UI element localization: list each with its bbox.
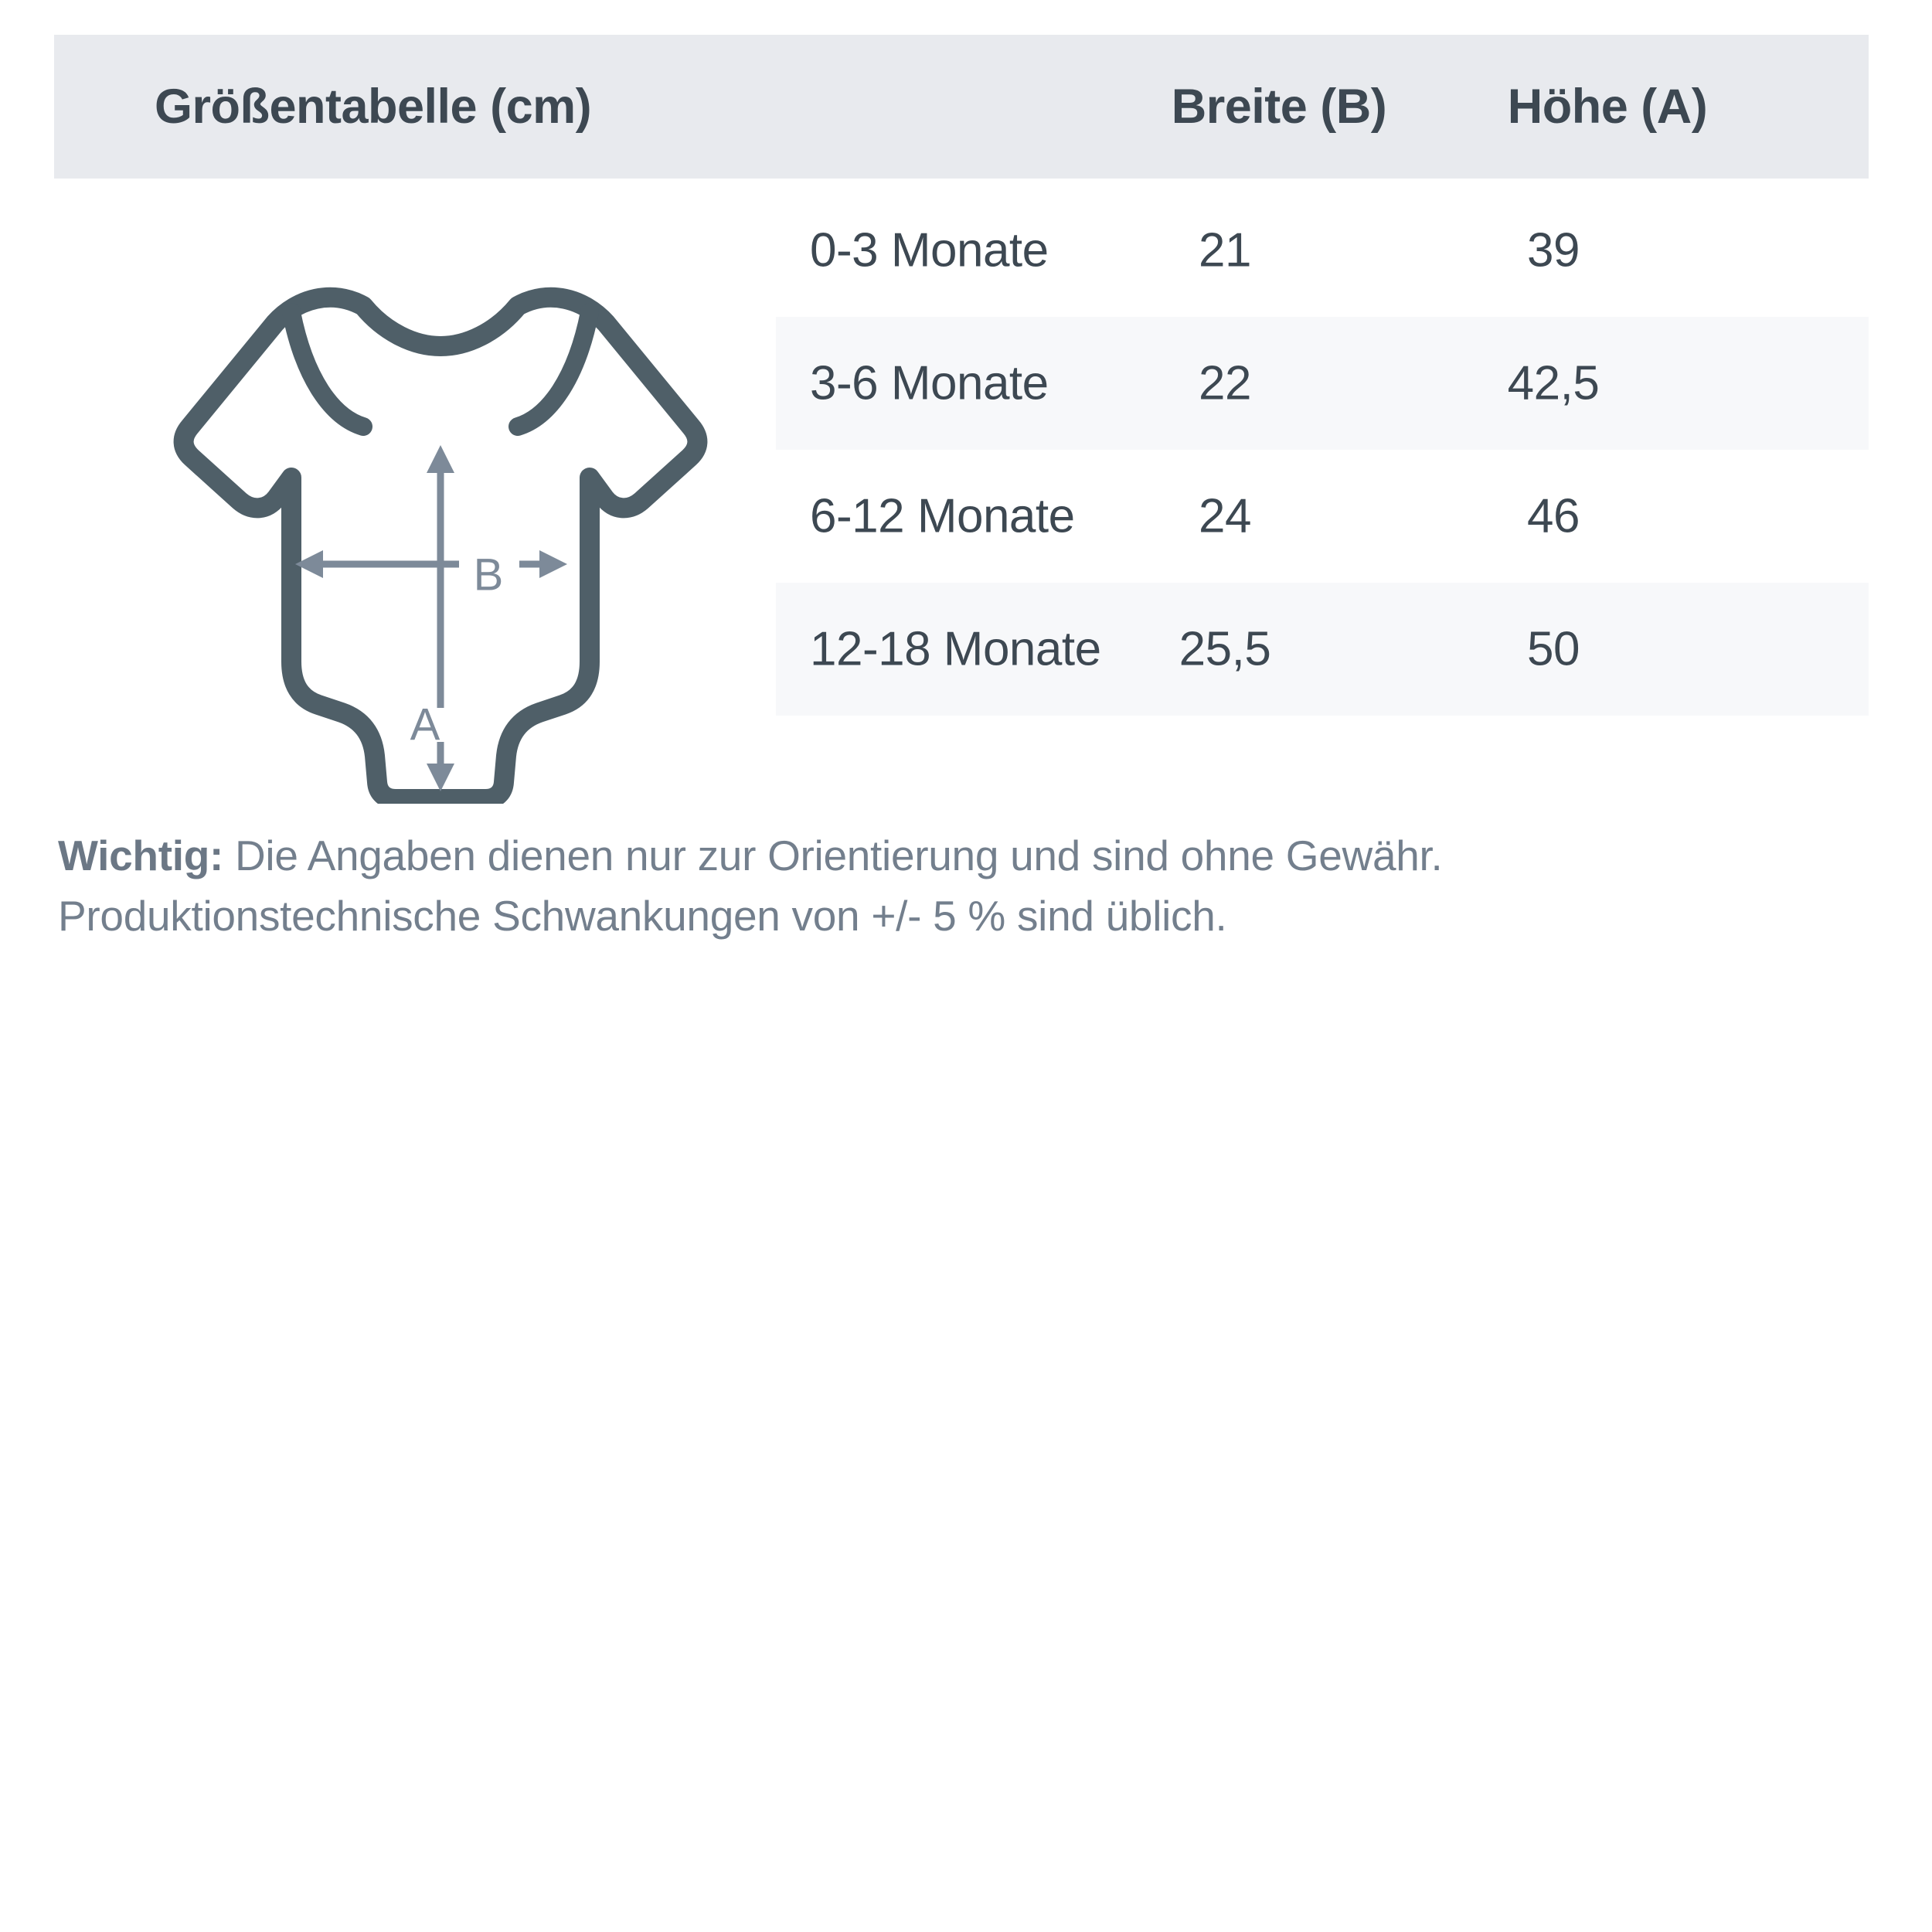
disclaimer-emphasis: Wichtig: bbox=[58, 832, 224, 879]
column-header-width: Breite (B) bbox=[1171, 80, 1387, 134]
cell-size: 3-6 Monate bbox=[810, 356, 1049, 410]
cell-width: 24 bbox=[1199, 489, 1251, 543]
disclaimer-line-2: Produktionstechnische Schwankungen von +… bbox=[58, 892, 1227, 940]
disclaimer-line-1: Die Angaben dienen nur zur Orientierung … bbox=[223, 832, 1443, 879]
table-row: 6-12 Monate 24 46 bbox=[776, 450, 1869, 583]
page-title: Größentabelle (cm) bbox=[155, 80, 592, 134]
cell-height: 46 bbox=[1527, 489, 1580, 543]
disclaimer-note: Wichtig: Die Angaben dienen nur zur Orie… bbox=[58, 825, 1874, 946]
width-label-b: B bbox=[474, 549, 504, 600]
table-row: 3-6 Monate 22 42,5 bbox=[776, 317, 1869, 450]
table-header-band: Größentabelle (cm) Breite (B) Höhe (A) bbox=[54, 35, 1869, 179]
cell-height: 50 bbox=[1527, 622, 1580, 676]
cell-size: 0-3 Monate bbox=[810, 223, 1049, 277]
size-table: 0-3 Monate 21 39 3-6 Monate 22 42,5 6-12… bbox=[776, 184, 1869, 716]
bodysuit-diagram: B A bbox=[139, 232, 742, 804]
cell-width: 21 bbox=[1199, 223, 1251, 277]
bodysuit-icon: B A bbox=[173, 287, 708, 804]
column-header-height: Höhe (A) bbox=[1507, 80, 1708, 134]
cell-width: 22 bbox=[1199, 356, 1251, 410]
cell-size: 6-12 Monate bbox=[810, 489, 1075, 543]
cell-height: 42,5 bbox=[1507, 356, 1600, 410]
cell-height: 39 bbox=[1527, 223, 1580, 277]
cell-size: 12-18 Monate bbox=[810, 622, 1101, 676]
width-arrow-b bbox=[295, 550, 567, 578]
table-row: 0-3 Monate 21 39 bbox=[776, 184, 1869, 317]
height-label-a: A bbox=[410, 699, 440, 750]
table-row: 12-18 Monate 25,5 50 bbox=[776, 583, 1869, 716]
cell-width: 25,5 bbox=[1179, 622, 1271, 676]
